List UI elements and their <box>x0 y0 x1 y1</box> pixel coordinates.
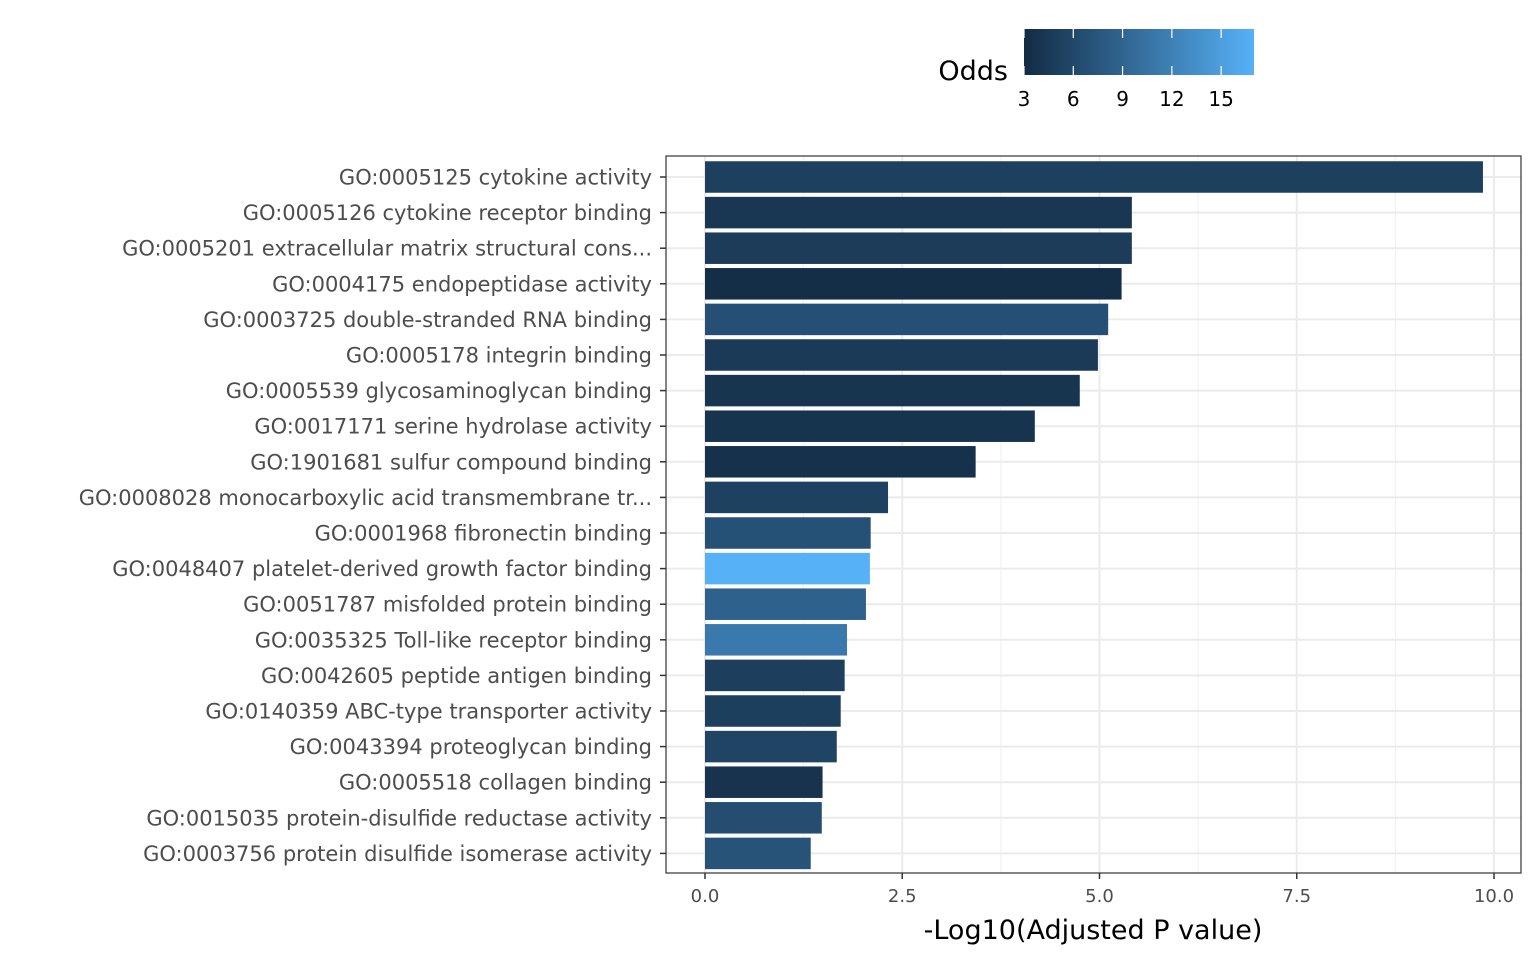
bar <box>705 161 1483 193</box>
y-tick-label: GO:0005126 cytokine receptor binding <box>243 201 652 225</box>
bar <box>705 410 1035 442</box>
bar <box>705 517 871 549</box>
bar <box>705 446 976 478</box>
x-axis-title: -Log10(Adjusted P value) <box>924 915 1263 946</box>
x-tick-label: 5.0 <box>1085 886 1114 907</box>
y-tick-label: GO:0005125 cytokine activity <box>339 166 652 190</box>
y-tick-label: GO:0005178 integrin binding <box>346 344 652 368</box>
bar <box>705 802 822 834</box>
y-tick-label: GO:0003725 double-stranded RNA binding <box>203 308 652 332</box>
bar <box>705 374 1080 407</box>
legend: Odds 3 6 9 12 15 <box>938 29 1254 111</box>
legend-colorbar <box>1024 29 1254 75</box>
legend-tick-label: 15 <box>1208 87 1233 111</box>
y-axis: GO:0005125 cytokine activity GO:0005126 c… <box>79 166 666 866</box>
legend-tick-label: 9 <box>1116 87 1129 111</box>
y-tick-label: GO:0042605 peptide antigen binding <box>261 664 652 688</box>
y-tick-label: GO:0005201 extracellular matrix structur… <box>122 237 652 261</box>
y-tick-label: GO:0043394 proteoglycan binding <box>290 735 652 759</box>
bar <box>705 268 1122 300</box>
bars <box>705 161 1483 870</box>
bar <box>705 196 1132 229</box>
y-tick-label: GO:1901681 sulfur compound binding <box>250 450 652 474</box>
bar <box>705 766 823 798</box>
x-tick-label: 10.0 <box>1474 886 1514 907</box>
bar <box>705 552 870 585</box>
y-tick-label: GO:0005518 collagen binding <box>339 771 652 795</box>
y-tick-label: GO:0051787 misfolded protein binding <box>243 593 652 617</box>
y-tick-label: GO:0035325 Toll-like receptor binding <box>255 628 652 652</box>
y-tick-label: GO:0015035 protein-disulfide reductase a… <box>146 806 652 830</box>
bar <box>705 624 848 656</box>
x-axis: 0.0 2.5 5.0 7.5 10.0 <box>691 873 1514 907</box>
bar <box>705 588 866 620</box>
y-tick-label: GO:0048407 platelet-derived growth facto… <box>112 557 652 581</box>
y-tick-label: GO:0008028 monocarboxylic acid transmemb… <box>79 486 652 510</box>
x-tick-label: 0.0 <box>691 886 720 907</box>
legend-tick-label: 12 <box>1159 87 1184 111</box>
bar <box>705 730 837 763</box>
bar <box>705 837 811 870</box>
bar <box>705 232 1132 264</box>
legend-title: Odds <box>938 56 1008 87</box>
x-tick-label: 2.5 <box>888 886 917 907</box>
y-tick-label: GO:0004175 endopeptidase activity <box>272 272 652 296</box>
bar <box>705 695 841 727</box>
bar <box>705 303 1109 336</box>
plot-panel-border <box>665 155 1522 874</box>
y-tick-label: GO:0017171 serine hydrolase activity <box>254 415 652 439</box>
y-tick-label: GO:0005539 glycosaminoglycan binding <box>226 379 652 403</box>
bar <box>705 339 1098 371</box>
legend-tick-label: 6 <box>1067 87 1080 111</box>
y-tick-label: GO:0001968 fibronectin binding <box>315 522 652 546</box>
bar <box>705 659 845 692</box>
legend-tick-label: 3 <box>1018 87 1031 111</box>
bar <box>705 481 889 514</box>
y-tick-label: GO:0003756 protein disulfide isomerase a… <box>143 842 652 866</box>
x-tick-label: 7.5 <box>1282 886 1311 907</box>
y-tick-label: GO:0140359 ABC-type transporter activity <box>205 700 652 724</box>
